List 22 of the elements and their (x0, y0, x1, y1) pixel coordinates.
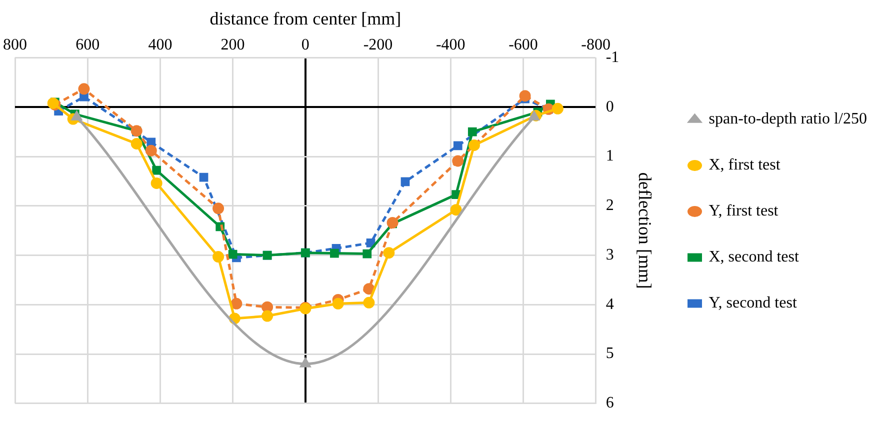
y-axis-title: deflection [mm] (635, 172, 656, 289)
x-tick-label: 0 (301, 36, 310, 54)
x-axis-title: distance from center [mm] (210, 8, 402, 29)
y-tick-label: 6 (606, 394, 614, 412)
x-tick-label: 400 (148, 36, 172, 54)
x-tick-label: 600 (76, 36, 100, 54)
y-tick-label: 0 (606, 98, 614, 116)
legend-label: span-to-depth ratio l/250 (708, 110, 867, 128)
x-tick-label: 200 (220, 36, 245, 54)
x-tick-label: -400 (436, 36, 466, 54)
y-tick-label: 5 (606, 345, 614, 362)
x-tick-label: -200 (363, 36, 393, 54)
legend-label: Y, first test (708, 202, 779, 220)
y-tick-label: 1 (606, 148, 614, 165)
y-tick-label: 3 (606, 246, 614, 264)
legend-label: Y, second test (708, 294, 798, 312)
x-tick-label: -600 (508, 36, 538, 54)
x-tick-label: 800 (3, 36, 27, 54)
y-tick-label: 2 (606, 197, 614, 214)
legend-label: X, first test (708, 156, 781, 174)
y-tick-label: 4 (606, 296, 614, 313)
legend-label: X, second test (708, 248, 800, 266)
